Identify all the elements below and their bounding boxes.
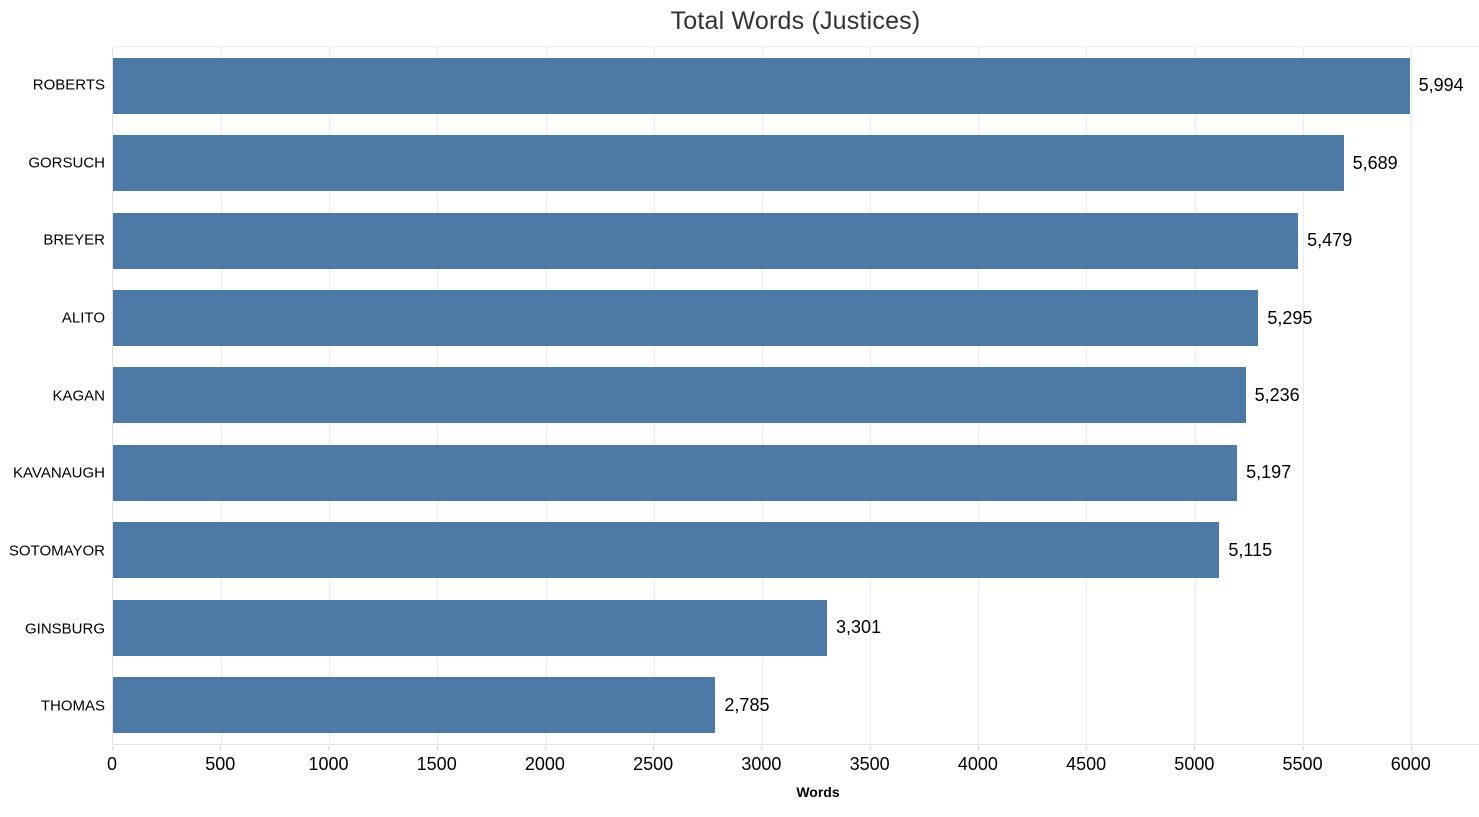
x-tick-label: 2500 bbox=[633, 754, 674, 774]
x-tick-label: 500 bbox=[205, 754, 236, 774]
bar-row: 5,689 bbox=[113, 124, 1479, 201]
x-axis-title-label: Words bbox=[796, 784, 840, 800]
bar-gorsuch[interactable] bbox=[113, 135, 1344, 192]
x-tick-mark bbox=[544, 746, 546, 751]
bar-breyer[interactable] bbox=[113, 212, 1299, 269]
y-axis-label-kagan[interactable]: KAGAN bbox=[52, 387, 105, 404]
y-axis-labels: ROBERTS GORSUCH BREYER ALITO KAGAN KAVANAUGH S… bbox=[0, 46, 105, 745]
chart-title: Total Words (Justices) bbox=[670, 7, 921, 35]
gridline bbox=[1410, 47, 1412, 744]
bar-ginsburg[interactable] bbox=[113, 599, 828, 656]
bar-kavanaugh[interactable] bbox=[113, 444, 1238, 501]
x-tick-mark bbox=[977, 746, 979, 751]
x-tick-mark bbox=[1410, 746, 1412, 751]
bar-row: 5,115 bbox=[113, 512, 1479, 589]
bar-alito[interactable] bbox=[113, 290, 1259, 347]
x-tick-mark bbox=[328, 746, 330, 751]
bar-row: 5,197 bbox=[113, 434, 1479, 511]
x-tick-mark bbox=[653, 746, 655, 751]
x-tick-label: 0 bbox=[106, 754, 118, 774]
y-axis-label-sotomayor[interactable]: SOTOMAYOR bbox=[8, 542, 105, 560]
bar-value-label: 5,295 bbox=[1267, 307, 1313, 328]
bar-roberts[interactable] bbox=[113, 57, 1410, 114]
x-tick-mark bbox=[1086, 746, 1088, 751]
x-tick-label: 3500 bbox=[849, 754, 890, 774]
x-tick-label: 1500 bbox=[416, 754, 457, 774]
x-tick-mark bbox=[112, 746, 113, 751]
bar-value-label: 5,479 bbox=[1307, 230, 1353, 251]
x-tick-label: 4000 bbox=[957, 754, 998, 774]
x-axis: 0 500 1000 1500 2000 2500 3000 3500 4000 4500 5000… bbox=[107, 745, 1479, 785]
bar-value-label: 5,994 bbox=[1418, 75, 1464, 96]
bar-value-label: 3,301 bbox=[836, 617, 882, 638]
bar-kagan[interactable] bbox=[113, 367, 1246, 424]
y-axis-label-roberts[interactable]: ROBERTS bbox=[32, 76, 105, 94]
bar-row: 5,236 bbox=[113, 357, 1479, 434]
bar-row: 2,785 bbox=[113, 667, 1479, 744]
x-tick-mark bbox=[761, 746, 763, 751]
x-tick-label: 2000 bbox=[524, 754, 565, 774]
x-tick-mark bbox=[1194, 746, 1196, 751]
y-axis-label-thomas[interactable]: THOMAS bbox=[40, 697, 105, 715]
bar-value-label: 2,785 bbox=[724, 694, 770, 715]
x-tick-label: 1000 bbox=[308, 754, 349, 774]
bar-value-label: 5,236 bbox=[1254, 384, 1300, 405]
x-tick-label: 3000 bbox=[741, 754, 782, 774]
x-tick-mark bbox=[220, 746, 222, 751]
x-tick-mark bbox=[436, 746, 438, 751]
x-tick-label: 6000 bbox=[1390, 754, 1431, 774]
bar-row: 5,479 bbox=[113, 202, 1479, 279]
x-tick-label: 4500 bbox=[1066, 754, 1107, 774]
x-tick-label: 5500 bbox=[1282, 754, 1323, 774]
y-axis-label-breyer[interactable]: BREYER bbox=[43, 231, 105, 249]
y-axis-label-gorsuch[interactable]: GORSUCH bbox=[28, 154, 105, 171]
y-axis-label-kavanaugh[interactable]: KAVANAUGH bbox=[13, 464, 105, 482]
plot-area: 5,994 5,689 5,479 5,295 5,236 5,197 5,115 3,301… bbox=[112, 46, 1479, 745]
y-axis-label-alito[interactable]: ALITO bbox=[61, 309, 105, 327]
bar-value-label: 5,115 bbox=[1228, 539, 1273, 560]
bar-value-label: 5,197 bbox=[1246, 462, 1292, 483]
bar-row: 5,295 bbox=[113, 279, 1479, 356]
y-axis-label-ginsburg[interactable]: GINSBURG bbox=[24, 620, 105, 637]
bar-thomas[interactable] bbox=[113, 677, 716, 734]
bar-sotomayor[interactable] bbox=[113, 522, 1220, 579]
x-tick-mark bbox=[1302, 746, 1304, 751]
bar-row: 5,994 bbox=[113, 47, 1479, 124]
x-tick-mark bbox=[869, 746, 871, 751]
gridline bbox=[1302, 47, 1304, 744]
bar-row: 3,301 bbox=[113, 589, 1479, 666]
x-axis-title: Words bbox=[796, 784, 847, 800]
bar-value-label: 5,689 bbox=[1352, 152, 1398, 173]
bar-rows: 5,994 5,689 5,479 5,295 5,236 5,197 5,115 3,301… bbox=[113, 47, 1479, 744]
x-tick-label: 5000 bbox=[1174, 754, 1215, 774]
